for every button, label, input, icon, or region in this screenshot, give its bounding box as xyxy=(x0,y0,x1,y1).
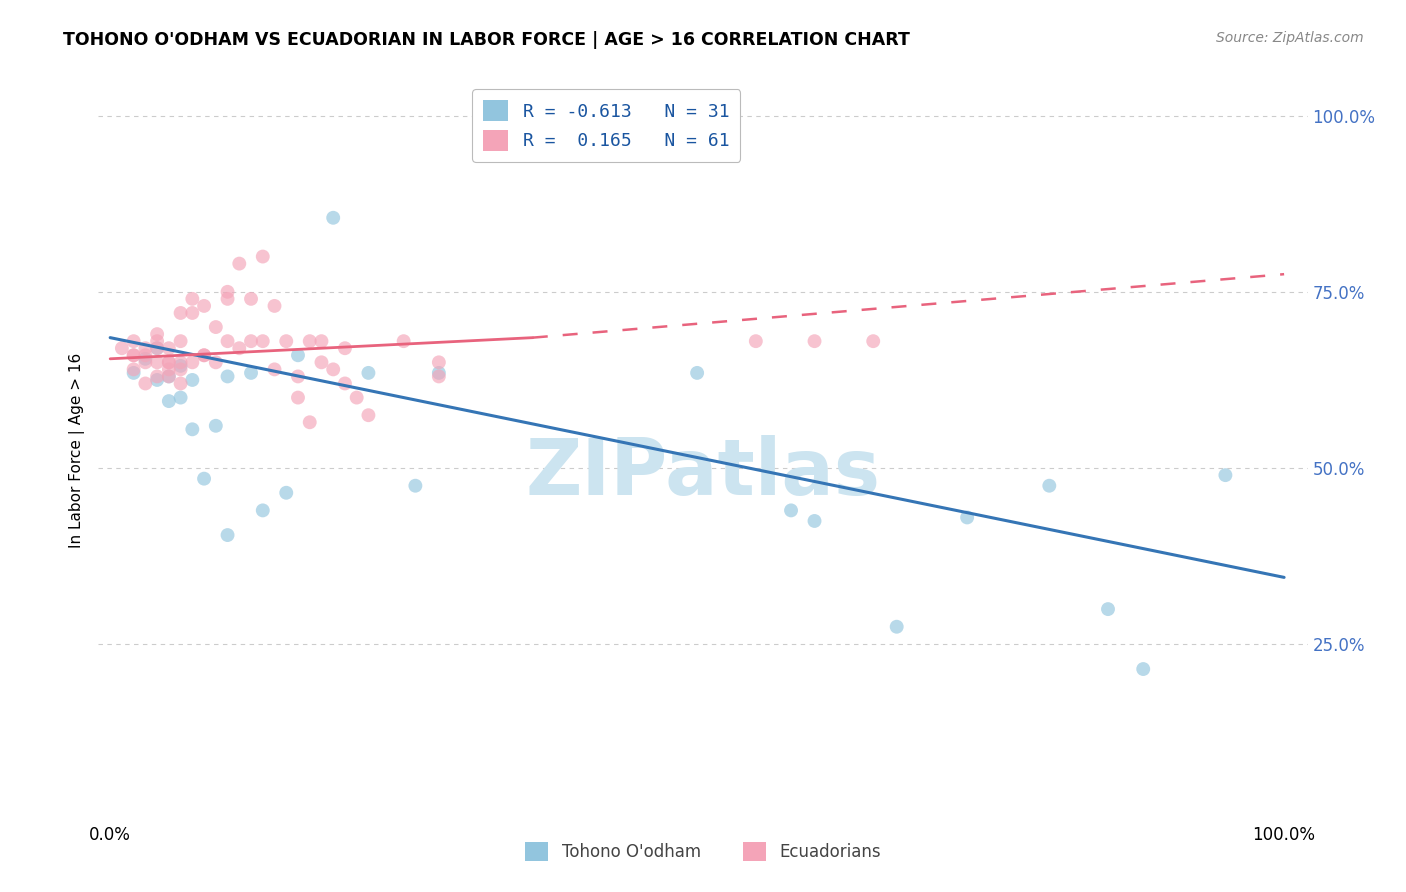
Point xyxy=(157,369,180,384)
Point xyxy=(169,376,191,391)
Point xyxy=(1132,662,1154,676)
Point xyxy=(298,334,321,348)
Point xyxy=(956,510,979,524)
Point xyxy=(252,503,274,517)
Point xyxy=(157,355,180,369)
Point xyxy=(157,362,180,376)
Point xyxy=(276,334,298,348)
Point xyxy=(181,306,204,320)
Point xyxy=(228,341,250,355)
Point xyxy=(146,341,169,355)
Point xyxy=(217,285,239,299)
Point xyxy=(181,355,204,369)
Point xyxy=(287,369,309,384)
Point xyxy=(217,528,239,542)
Point xyxy=(287,391,309,405)
Point xyxy=(181,422,204,436)
Point xyxy=(217,292,239,306)
Point xyxy=(276,485,298,500)
Point xyxy=(122,366,145,380)
Point xyxy=(169,306,191,320)
Point xyxy=(217,334,239,348)
Point xyxy=(803,334,825,348)
Point xyxy=(333,376,356,391)
Text: Source: ZipAtlas.com: Source: ZipAtlas.com xyxy=(1216,31,1364,45)
Point xyxy=(240,366,263,380)
Point xyxy=(392,334,415,348)
Point xyxy=(427,366,450,380)
Point xyxy=(193,299,215,313)
Point xyxy=(263,362,285,376)
Point xyxy=(169,355,191,369)
Point xyxy=(146,334,169,348)
Point xyxy=(427,369,450,384)
Point xyxy=(311,355,333,369)
Point xyxy=(146,327,169,342)
Point xyxy=(780,503,803,517)
Point xyxy=(322,211,344,225)
Point xyxy=(193,348,215,362)
Point xyxy=(803,514,825,528)
Point xyxy=(287,348,309,362)
Point xyxy=(169,362,191,376)
Point xyxy=(427,355,450,369)
Point xyxy=(181,373,204,387)
Point xyxy=(252,334,274,348)
Point xyxy=(193,348,215,362)
Point xyxy=(886,620,908,634)
Point xyxy=(157,355,180,369)
Point xyxy=(686,366,709,380)
Point xyxy=(357,366,380,380)
Point xyxy=(228,257,250,271)
Point xyxy=(333,341,356,355)
Point xyxy=(745,334,768,348)
Point xyxy=(357,408,380,422)
Point xyxy=(298,415,321,429)
Text: TOHONO O'ODHAM VS ECUADORIAN IN LABOR FORCE | AGE > 16 CORRELATION CHART: TOHONO O'ODHAM VS ECUADORIAN IN LABOR FO… xyxy=(63,31,910,49)
Point xyxy=(240,334,263,348)
Y-axis label: In Labor Force | Age > 16: In Labor Force | Age > 16 xyxy=(69,353,86,548)
Point xyxy=(157,369,180,384)
Point xyxy=(146,369,169,384)
Point xyxy=(122,362,145,376)
Point xyxy=(122,348,145,362)
Point xyxy=(204,355,226,369)
Point xyxy=(252,250,274,264)
Point xyxy=(122,348,145,362)
Point xyxy=(1097,602,1119,616)
Point xyxy=(346,391,368,405)
Point xyxy=(134,348,156,362)
Point xyxy=(263,299,285,313)
Point xyxy=(157,394,180,409)
Point xyxy=(169,334,191,348)
Point xyxy=(404,479,426,493)
Legend: Tohono O'odham, Ecuadorians: Tohono O'odham, Ecuadorians xyxy=(519,835,887,868)
Point xyxy=(134,351,156,366)
Point xyxy=(111,341,134,355)
Point xyxy=(204,418,226,433)
Point xyxy=(217,369,239,384)
Point xyxy=(146,373,169,387)
Point xyxy=(862,334,884,348)
Point xyxy=(169,359,191,373)
Point xyxy=(1038,479,1060,493)
Point xyxy=(122,334,145,348)
Point xyxy=(169,391,191,405)
Point xyxy=(134,341,156,355)
Point xyxy=(204,320,226,334)
Point xyxy=(146,355,169,369)
Point xyxy=(193,472,215,486)
Point xyxy=(134,376,156,391)
Point xyxy=(322,362,344,376)
Text: ZIPatlas: ZIPatlas xyxy=(526,434,880,511)
Point xyxy=(181,292,204,306)
Point xyxy=(157,341,180,355)
Point xyxy=(146,341,169,355)
Point xyxy=(240,292,263,306)
Point xyxy=(311,334,333,348)
Point xyxy=(134,355,156,369)
Point xyxy=(1215,468,1237,483)
